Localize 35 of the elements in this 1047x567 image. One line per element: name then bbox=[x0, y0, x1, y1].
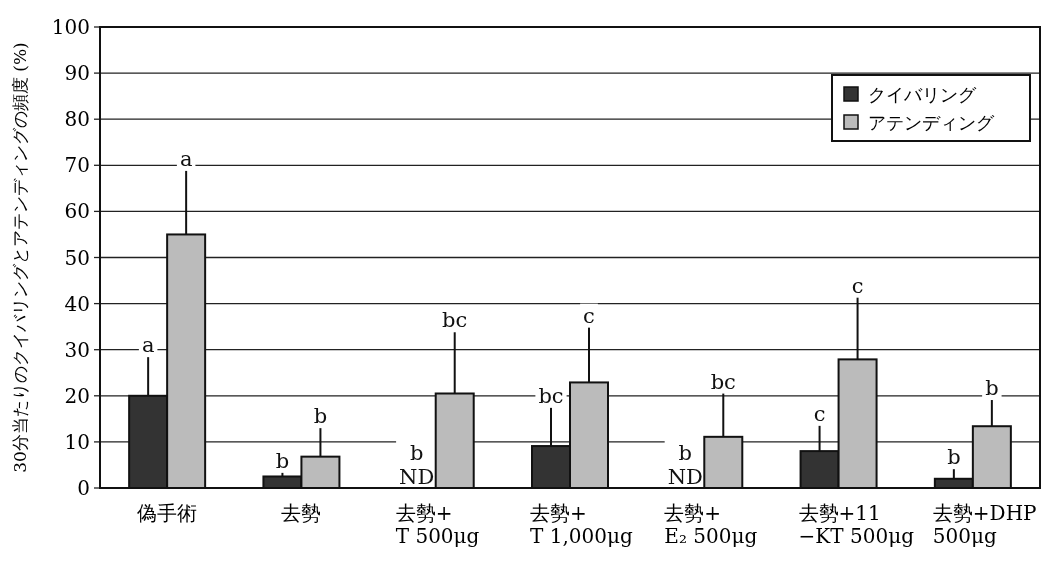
y-tick-label: 20 bbox=[64, 383, 90, 408]
y-tick-label: 0 bbox=[77, 476, 90, 500]
x-tick-label: 去勢 bbox=[281, 501, 322, 525]
data-label: bc bbox=[442, 308, 468, 333]
x-tick-label: 去勢+ E₂ 500μg bbox=[664, 501, 758, 548]
x-tick-label: 偽手術 bbox=[137, 501, 198, 525]
y-tick-label: 30 bbox=[64, 337, 90, 362]
y-tick-label: 80 bbox=[64, 107, 90, 132]
x-tick-label: 去勢+DHP 500μg bbox=[932, 501, 1037, 548]
legend-label: アテンディング bbox=[868, 112, 995, 133]
data-label: bc bbox=[538, 383, 564, 408]
data-label: b bbox=[275, 448, 290, 473]
data-label: b bbox=[313, 404, 328, 429]
y-axis-title: 30分当たりのクイバリングとアテンディングの頻度 (%) bbox=[10, 42, 30, 473]
legend-label: クイバリング bbox=[868, 84, 977, 105]
y-tick-label: 10 bbox=[64, 429, 90, 454]
data-label: bc bbox=[710, 369, 736, 394]
data-label: a bbox=[141, 333, 155, 358]
x-tick-label: 去勢+ T 1,000μg bbox=[530, 501, 633, 548]
data-label: a bbox=[179, 146, 193, 171]
data-label: b bbox=[947, 445, 961, 470]
text: b ND bbox=[399, 441, 435, 490]
data-label: c bbox=[583, 303, 595, 328]
y-tick-label: 70 bbox=[64, 153, 90, 178]
x-tick-label: 去勢+ T 500μg bbox=[395, 501, 480, 548]
y-tick-label: 50 bbox=[64, 245, 90, 270]
data-label: b bbox=[985, 376, 999, 401]
data-label: c bbox=[851, 273, 864, 298]
y-tick-label: 90 bbox=[64, 61, 90, 86]
y-tick-label: 40 bbox=[64, 291, 90, 316]
y-tick-label: 60 bbox=[64, 199, 90, 224]
y-tick-label: 100 bbox=[51, 15, 90, 39]
data-label: c bbox=[813, 401, 826, 426]
x-tick-label: 去勢+11 −KT 500μg bbox=[798, 501, 915, 548]
text: b ND bbox=[667, 441, 703, 490]
